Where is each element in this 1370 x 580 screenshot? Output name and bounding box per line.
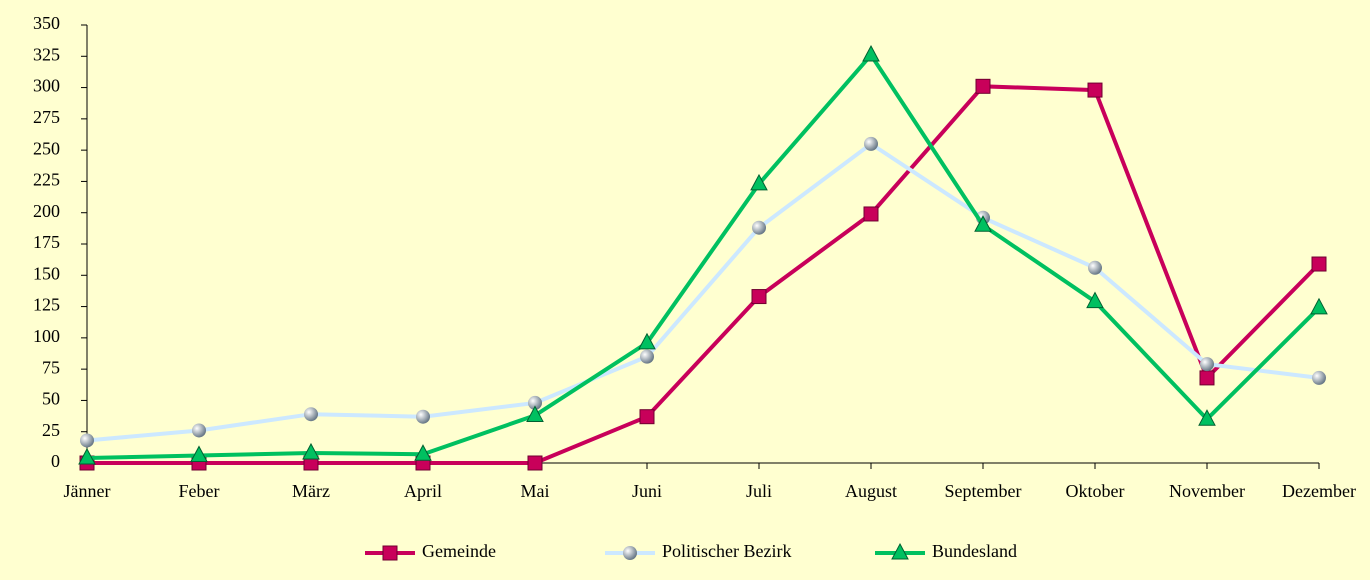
x-tick-label: Feber — [179, 481, 220, 501]
marker — [302, 442, 320, 460]
marker — [1312, 370, 1326, 385]
y-tick-label: 350 — [33, 13, 60, 33]
y-tick-label: 325 — [33, 44, 60, 64]
marker — [1199, 370, 1215, 386]
marker — [1088, 260, 1102, 275]
marker — [638, 332, 656, 350]
y-tick-label: 50 — [42, 389, 60, 409]
legend-label: Politischer Bezirk — [662, 541, 791, 561]
x-tick-label: September — [945, 481, 1022, 501]
marker — [640, 349, 654, 364]
marker — [751, 289, 767, 305]
x-tick-label: April — [404, 481, 442, 501]
y-tick-label: 150 — [33, 263, 60, 283]
y-tick-label: 25 — [42, 420, 60, 440]
marker — [1311, 256, 1327, 272]
legend-label: Bundesland — [932, 541, 1017, 561]
marker — [623, 546, 637, 560]
y-tick-label: 250 — [33, 138, 60, 158]
x-tick-label: Oktober — [1066, 481, 1125, 501]
y-tick-label: 75 — [42, 357, 60, 377]
marker — [639, 409, 655, 425]
y-tick-label: 0 — [51, 451, 60, 471]
marker — [526, 405, 544, 422]
marker — [750, 173, 768, 191]
marker — [192, 423, 206, 438]
y-tick-label: 225 — [33, 170, 60, 190]
marker — [78, 447, 96, 465]
marker — [975, 78, 991, 94]
y-tick-label: 100 — [33, 326, 60, 346]
marker — [527, 455, 543, 471]
marker — [414, 444, 432, 461]
y-tick-label: 275 — [33, 107, 60, 127]
x-tick-label: Dezember — [1282, 481, 1356, 501]
marker — [891, 542, 909, 560]
x-tick-label: Juni — [632, 481, 662, 501]
x-tick-label: Jänner — [64, 481, 111, 501]
y-tick-label: 200 — [33, 201, 60, 221]
marker — [1086, 291, 1104, 309]
marker — [1200, 357, 1214, 372]
marker — [752, 220, 766, 235]
x-tick-label: Mai — [521, 481, 550, 501]
marker — [190, 445, 208, 462]
line — [86, 141, 1320, 443]
y-tick-label: 300 — [33, 76, 60, 96]
x-tick-label: Juli — [746, 481, 772, 501]
x-tick-label: August — [845, 481, 897, 501]
marker — [1087, 82, 1103, 98]
marker — [304, 407, 318, 422]
legend-label: Gemeinde — [422, 541, 496, 561]
y-tick-label: 125 — [33, 295, 60, 315]
marker — [1310, 297, 1328, 315]
marker — [863, 206, 879, 222]
y-tick-label: 175 — [33, 232, 60, 252]
marker — [974, 215, 992, 232]
line — [86, 51, 1321, 460]
marker — [862, 44, 880, 62]
marker — [864, 136, 878, 151]
x-tick-label: November — [1169, 481, 1245, 501]
marker — [382, 545, 398, 561]
marker — [528, 395, 542, 410]
line — [87, 84, 1321, 465]
marker — [1198, 409, 1216, 426]
marker — [80, 433, 94, 448]
marker — [416, 409, 430, 424]
x-tick-label: März — [292, 481, 330, 501]
